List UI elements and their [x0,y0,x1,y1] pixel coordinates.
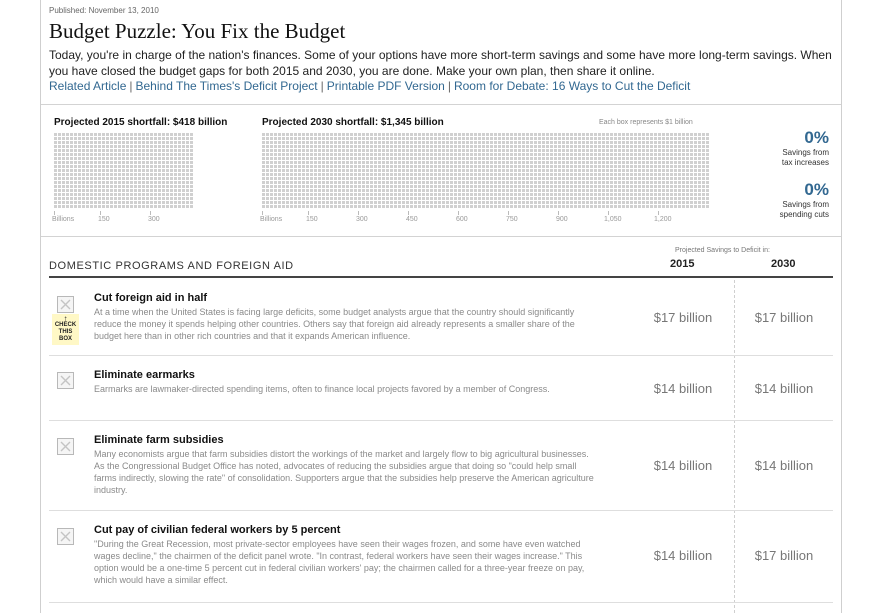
savings-2015-value: $14 billion [653,458,713,473]
hint-text: CHECK [54,322,77,328]
deficit-project-link[interactable]: Behind The Times's Deficit Project [135,79,318,93]
axis-tick-label: 300 [356,216,368,223]
option-row: Eliminate farm subsidies Many economists… [49,421,833,511]
room-for-debate-link[interactable]: Room for Debate: 16 Ways to Cut the Defi… [453,79,691,93]
column-header-2030: 2030 [771,258,796,270]
printable-pdf-link[interactable]: Printable PDF Version [326,79,445,93]
savings-2030-value: $17 billion [754,548,814,563]
option-description: "During the Great Recession, most privat… [94,539,585,585]
axis-tick-label: Billions [260,216,283,223]
spending-savings-caption: Savings from [782,200,829,209]
link-separator: | [320,79,324,93]
axis-tick [262,211,263,215]
option-row: ↑ CHECK THIS BOX Cut foreign aid in half… [49,278,833,356]
axis-tick [658,211,659,215]
axis-tick-label: 300 [148,216,160,223]
axis-tick-label: 900 [556,216,568,223]
tax-savings-summary: 0% Savings from tax increases [782,128,829,168]
axis-tick [100,211,101,215]
option-title: Cut pay of civilian federal workers by 5… [94,524,341,536]
savings-2015-value: $17 billion [653,310,713,325]
axis-tick [358,211,359,215]
link-separator: | [129,79,133,93]
option-title: Eliminate farm subsidies [94,434,224,446]
savings-2030-value: $14 billion [754,458,814,473]
option-description: At a time when the United States is faci… [94,307,575,341]
hint-text: BOX [58,336,72,342]
arrow-up-icon: ↑ [63,314,68,323]
page-title: Budget Puzzle: You Fix the Budget [49,19,346,43]
shortfall-2030-label: Projected 2030 shortfall: $1,345 billion [262,117,444,128]
axis-tick [558,211,559,215]
link-separator: | [447,79,451,93]
option-title: Eliminate earmarks [94,369,195,381]
option-checkbox[interactable] [57,438,74,455]
column-divider [734,280,735,613]
shortfall-2030-axis: Billions 150 300 450 600 750 900 1,050 1… [260,211,710,223]
hint-text: THIS [58,329,73,335]
savings-2015-value: $14 billion [653,381,713,396]
axis-tick-label: 150 [306,216,318,223]
option-row: Cut pay of civilian federal workers by 5… [49,511,833,603]
savings-2015-value: $14 billion [653,548,713,563]
axis-tick [408,211,409,215]
intro-text: Today, you're in charge of the nation's … [49,48,832,78]
tax-savings-caption: Savings from [782,148,829,157]
savings-2030-value: $14 billion [754,381,814,396]
spending-savings-percent: 0% [804,180,829,199]
spending-savings-summary: 0% Savings from spending cuts [780,180,829,220]
axis-tick-label: 1,200 [654,216,672,223]
projected-savings-note: Projected Savings to Deficit in: [675,247,770,254]
x-mark-icon [60,531,71,542]
axis-tick [508,211,509,215]
option-checkbox[interactable] [57,296,74,313]
axis-tick-label: Billions [52,216,75,223]
x-mark-icon [60,375,71,386]
option-checkbox[interactable] [57,372,74,389]
tax-savings-percent: 0% [804,128,829,147]
shortfall-2015-grid [54,133,194,209]
x-mark-icon [60,441,71,452]
option-checkbox[interactable] [57,528,74,545]
x-mark-icon [60,299,71,310]
tax-savings-caption: tax increases [781,158,829,167]
option-title: Cut foreign aid in half [94,292,208,304]
section-rule [49,276,833,278]
axis-tick [458,211,459,215]
option-description: Many economists argue that farm subsidie… [94,449,594,495]
spending-savings-caption: spending cuts [779,210,829,219]
axis-tick [54,211,55,215]
axis-tick [608,211,609,215]
check-this-box-hint: ↑ CHECK THIS BOX [52,314,79,345]
axis-tick [150,211,151,215]
section-title: DOMESTIC PROGRAMS AND FOREIGN AID [49,260,294,272]
budget-puzzle-panel: Published: November 13, 2010 Budget Puzz… [40,0,842,613]
divider [41,104,841,105]
shortfall-2015-label: Projected 2015 shortfall: $418 billion [54,117,228,128]
divider [41,236,841,237]
axis-tick [308,211,309,215]
axis-tick-label: 1,050 [604,216,622,223]
related-article-link[interactable]: Related Article [49,79,127,93]
axis-tick-label: 450 [406,216,418,223]
axis-tick-label: 600 [456,216,468,223]
option-description: Earmarks are lawmaker-directed spending … [94,384,550,394]
axis-tick-label: 750 [506,216,518,223]
related-links: Related Article | Behind The Times's Defic… [49,79,690,93]
column-header-2015: 2015 [670,258,695,270]
axis-tick-label: 150 [98,216,110,223]
savings-2030-value: $17 billion [754,310,814,325]
published-date: Published: November 13, 2010 [49,6,159,15]
shortfall-2030-grid [262,133,710,209]
shortfall-2015-axis: Billions 150 300 [52,211,194,223]
box-scale-note: Each box represents $1 billion [599,119,693,126]
option-row: Eliminate earmarks Earmarks are lawmaker… [49,356,833,421]
